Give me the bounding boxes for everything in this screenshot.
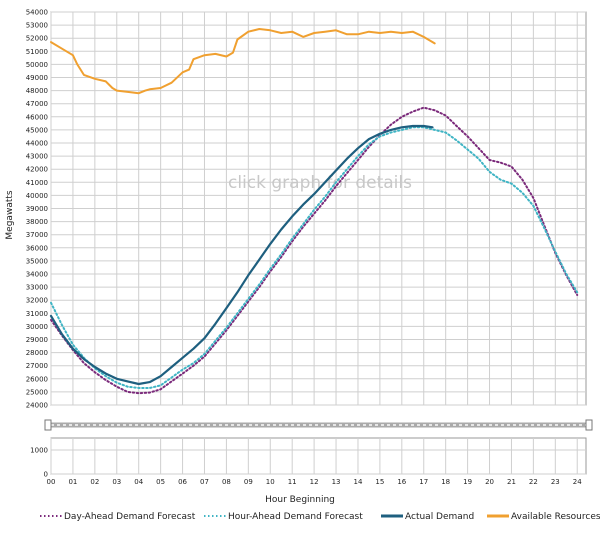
lower-panel-y-ticks: 0 1000 (30, 447, 48, 479)
x-tick-label: 08 (222, 478, 231, 486)
legend[interactable]: Day-Ahead Demand Forecast Hour-Ahead Dema… (40, 512, 600, 522)
legend-label: Day-Ahead Demand Forecast (64, 512, 196, 522)
y-axis-title: Megawatts (5, 190, 15, 239)
x-tick-label: 03 (112, 478, 121, 486)
y-tick-label: 48000 (26, 87, 48, 95)
x-tick-label: 09 (244, 478, 253, 486)
y-tick-label: 27000 (26, 362, 48, 370)
y-tick-label: 28000 (26, 349, 48, 357)
legend-label: Hour-Ahead Demand Forecast (228, 512, 363, 522)
lower-y-tick-label: 0 (44, 471, 48, 479)
time-range-scrollbar[interactable] (44, 419, 593, 431)
x-tick-label: 24 (573, 478, 582, 486)
x-tick-label: 21 (507, 478, 516, 486)
lower-y-tick-label: 1000 (30, 447, 48, 455)
y-tick-label: 39000 (26, 205, 48, 213)
x-tick-label: 00 (47, 478, 56, 486)
y-tick-label: 44000 (26, 140, 48, 148)
legend-item-1[interactable]: Day-Ahead Demand Forecast (40, 512, 196, 522)
y-tick-label: 30000 (26, 323, 48, 331)
y-tick-label: 31000 (26, 310, 48, 318)
x-tick-label: 04 (134, 478, 143, 486)
x-tick-label: 20 (485, 478, 494, 486)
y-tick-label: 51000 (26, 48, 48, 56)
y-tick-label: 24000 (26, 402, 48, 410)
x-tick-label: 16 (397, 478, 406, 486)
y-tick-label: 54000 (26, 9, 48, 17)
legend-item-4[interactable]: Available Resources (487, 512, 600, 522)
y-tick-label: 25000 (26, 388, 48, 396)
x-tick-label: 15 (375, 478, 384, 486)
series-line-4[interactable] (50, 28, 436, 95)
x-tick-label: 02 (90, 478, 99, 486)
y-tick-label: 45000 (26, 126, 48, 134)
legend-label: Actual Demand (405, 512, 474, 522)
y-tick-label: 36000 (26, 244, 48, 252)
y-tick-label: 37000 (26, 231, 48, 239)
series-line-1[interactable] (50, 106, 579, 395)
x-tick-label: 18 (441, 478, 450, 486)
x-tick-label: 19 (463, 478, 472, 486)
y-tick-label: 52000 (26, 35, 48, 43)
lower-panel-grid (50, 437, 587, 475)
x-tick-label: 01 (68, 478, 77, 486)
y-tick-label: 43000 (26, 153, 48, 161)
y-tick-label: 26000 (26, 375, 48, 383)
series-line-3[interactable] (49, 124, 434, 386)
x-tick-label: 22 (529, 478, 538, 486)
y-tick-label: 53000 (26, 22, 48, 30)
y-tick-label: 29000 (26, 336, 48, 344)
x-tick-label: 11 (288, 478, 297, 486)
x-tick-label: 07 (200, 478, 209, 486)
scrollbar-right-handle[interactable] (585, 419, 593, 431)
watermark-text[interactable]: click graph for details (228, 173, 412, 193)
series-layer (49, 28, 579, 395)
x-tick-label: 12 (310, 478, 319, 486)
y-tick-label: 46000 (26, 113, 48, 121)
y-tick-label: 34000 (26, 271, 48, 279)
main-plot-grid (50, 11, 587, 406)
scrollbar-left-handle[interactable] (44, 419, 52, 431)
x-axis-title: Hour Beginning (265, 495, 335, 505)
x-axis-ticks: 00 01 02 03 04 05 06 07 08 09 10 11 12 13 14 15 16 17 18 19… (47, 478, 583, 486)
y-tick-label: 41000 (26, 179, 48, 187)
y-tick-label: 49000 (26, 74, 48, 82)
y-tick-label: 33000 (26, 284, 48, 292)
x-tick-label: 05 (156, 478, 165, 486)
x-tick-label: 06 (178, 478, 187, 486)
series-line-2[interactable] (50, 126, 579, 389)
lower-plot-area (50, 437, 587, 475)
x-tick-label: 13 (332, 478, 341, 486)
x-tick-label: 14 (354, 478, 363, 486)
legend-item-2[interactable]: Hour-Ahead Demand Forecast (204, 512, 363, 522)
legend-item-3[interactable]: Actual Demand (381, 512, 474, 522)
y-tick-label: 47000 (26, 100, 48, 108)
y-tick-label: 35000 (26, 257, 48, 265)
x-tick-label: 17 (419, 478, 428, 486)
y-axis-ticks: 24000 25000 26000 27000 28000 29000 30000 31000… (26, 9, 48, 410)
legend-label: Available Resources (511, 512, 600, 522)
y-tick-label: 50000 (26, 61, 48, 69)
y-tick-label: 40000 (26, 192, 48, 200)
x-tick-label: 10 (266, 478, 275, 486)
y-tick-label: 32000 (26, 297, 48, 305)
y-tick-label: 42000 (26, 166, 48, 174)
y-tick-label: 38000 (26, 218, 48, 226)
x-tick-label: 23 (551, 478, 560, 486)
